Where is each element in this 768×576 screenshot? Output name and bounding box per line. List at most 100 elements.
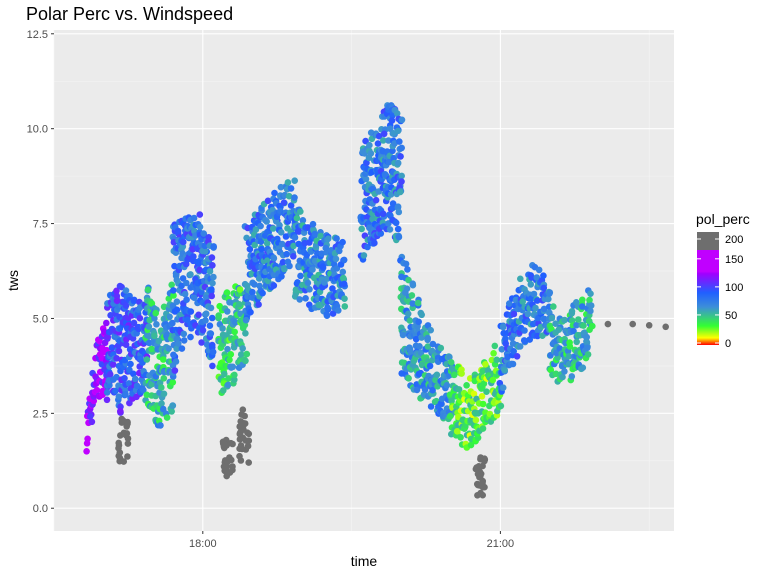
data-points xyxy=(83,102,669,499)
data-point xyxy=(340,274,347,282)
data-point-na xyxy=(115,439,122,447)
data-point xyxy=(145,323,153,330)
data-point xyxy=(203,341,211,349)
data-point xyxy=(517,275,524,283)
data-point xyxy=(317,232,325,240)
data-point xyxy=(166,313,173,321)
data-point xyxy=(160,390,168,398)
data-point xyxy=(118,283,125,291)
data-point xyxy=(263,240,271,247)
data-point xyxy=(561,316,568,324)
data-point xyxy=(386,226,394,233)
data-point xyxy=(418,311,426,319)
data-point xyxy=(179,275,187,282)
data-point xyxy=(198,339,205,346)
data-point xyxy=(404,266,411,273)
data-point xyxy=(297,272,304,280)
data-point xyxy=(171,262,178,270)
data-point xyxy=(121,375,128,382)
data-point xyxy=(148,345,155,353)
data-point xyxy=(367,150,375,157)
data-point xyxy=(311,230,319,238)
data-point xyxy=(246,245,254,253)
data-point xyxy=(526,336,533,343)
data-point xyxy=(448,397,455,405)
legend-break-label: 50 xyxy=(725,310,737,322)
data-point xyxy=(358,225,366,233)
data-point-na xyxy=(226,454,233,462)
data-point xyxy=(587,307,594,315)
data-point xyxy=(144,286,152,294)
data-point xyxy=(242,330,249,337)
data-point xyxy=(499,323,507,331)
data-point xyxy=(540,305,548,313)
data-point xyxy=(180,337,188,344)
data-point xyxy=(196,211,204,218)
data-point xyxy=(242,357,249,365)
data-point xyxy=(224,345,231,353)
data-point xyxy=(285,192,293,200)
data-point-na xyxy=(229,466,236,474)
data-point xyxy=(208,292,215,300)
data-point xyxy=(398,116,406,124)
data-point xyxy=(333,265,341,272)
x-axis: 18:00 21:00 xyxy=(189,531,514,550)
data-point xyxy=(501,366,509,374)
data-point xyxy=(278,240,286,248)
data-point xyxy=(404,310,412,318)
data-point xyxy=(395,208,403,216)
legend-break-label: 100 xyxy=(725,282,743,294)
data-point xyxy=(396,138,403,145)
data-point xyxy=(270,254,277,261)
legend: pol_perc 200 150 100 50 0 xyxy=(696,211,750,350)
data-point xyxy=(171,367,179,374)
data-point xyxy=(568,310,576,317)
data-point xyxy=(302,295,309,302)
data-point xyxy=(323,311,331,318)
data-point xyxy=(587,302,595,309)
data-point xyxy=(259,289,266,297)
data-point xyxy=(108,344,116,351)
data-point xyxy=(389,147,396,155)
data-point xyxy=(227,351,235,358)
data-point xyxy=(258,245,265,253)
data-point xyxy=(580,322,587,329)
data-point xyxy=(483,388,490,396)
data-point xyxy=(173,306,181,314)
data-point xyxy=(360,252,368,259)
data-point xyxy=(546,290,553,298)
data-point xyxy=(533,274,541,281)
data-point xyxy=(318,250,326,257)
data-point xyxy=(309,266,316,273)
data-point xyxy=(566,343,574,350)
data-point xyxy=(472,416,480,424)
data-point xyxy=(561,368,568,375)
data-point xyxy=(175,340,182,347)
data-point xyxy=(207,304,215,312)
data-point xyxy=(86,413,94,420)
data-point xyxy=(393,110,401,117)
data-point xyxy=(157,422,164,429)
data-point xyxy=(502,335,509,343)
data-point xyxy=(220,387,227,394)
data-point xyxy=(236,286,244,293)
data-point xyxy=(229,363,237,371)
data-point xyxy=(296,296,304,303)
data-point xyxy=(209,362,216,370)
data-point xyxy=(299,217,307,224)
data-point-na xyxy=(124,420,131,428)
data-point xyxy=(249,288,256,296)
data-point xyxy=(394,159,402,167)
data-point xyxy=(251,281,258,288)
data-point xyxy=(122,287,130,294)
data-point xyxy=(412,335,420,343)
data-point xyxy=(579,296,586,304)
data-point xyxy=(385,137,392,144)
data-point xyxy=(93,387,101,394)
data-point xyxy=(112,387,119,395)
data-point xyxy=(242,316,250,324)
legend-na-swatch xyxy=(697,232,719,250)
data-point xyxy=(568,373,576,380)
data-point xyxy=(375,132,383,140)
y-tick-label: 7.5 xyxy=(33,219,48,231)
